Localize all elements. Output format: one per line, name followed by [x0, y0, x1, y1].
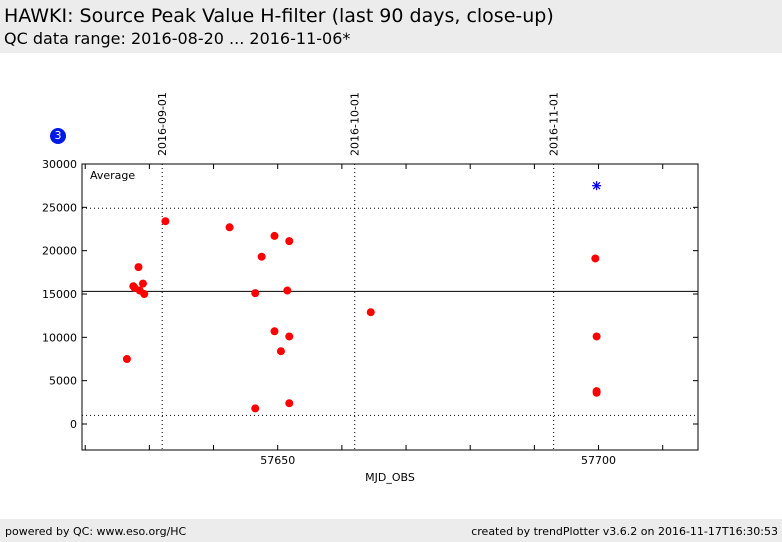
y-tick-label: 20000: [42, 245, 77, 258]
data-point: [592, 388, 601, 397]
y-tick-label: 0: [70, 418, 77, 431]
y-tick-label: 10000: [42, 331, 77, 344]
data-point: [592, 332, 601, 341]
data-point: [134, 263, 143, 272]
data-point: [591, 254, 600, 263]
date-marker-label: 2016-10-01: [349, 92, 362, 156]
data-point: [122, 355, 131, 363]
y-tick-label: 25000: [42, 201, 77, 214]
footer-created-by: created by trendPlotter v3.6.2 on 2016-1…: [471, 525, 778, 538]
qc-data-range: QC data range: 2016-08-20 ... 2016-11-06…: [4, 29, 351, 48]
date-marker-label: 2016-09-01: [156, 92, 169, 156]
data-point: [270, 327, 279, 336]
data-point: [276, 347, 285, 356]
data-point: [285, 237, 294, 246]
data-point: [283, 286, 292, 295]
y-tick-label: 15000: [42, 288, 77, 301]
data-point: [285, 332, 294, 341]
data-point: [270, 231, 279, 240]
plot-frame: [81, 163, 699, 451]
date-marker-label: 2016-11-01: [548, 92, 561, 156]
x-tick-label: 57650: [260, 454, 295, 467]
data-point: [138, 279, 147, 288]
data-point: [161, 217, 170, 226]
data-point: [251, 404, 260, 413]
data-point: [366, 308, 375, 317]
data-point: [140, 290, 149, 298]
data-point: [285, 399, 294, 408]
data-point-star: [592, 181, 602, 191]
footer-bar: powered by QC: www.eso.org/HC created by…: [0, 519, 782, 542]
average-legend-label: Average: [90, 169, 135, 182]
page-title: HAWKI: Source Peak Value H-filter (last …: [4, 5, 554, 27]
count-badge: 3: [50, 128, 66, 144]
data-point: [257, 252, 266, 261]
count-badge-label: 3: [50, 128, 66, 144]
data-point: [225, 223, 234, 232]
header-bar: HAWKI: Source Peak Value H-filter (last …: [0, 0, 782, 53]
y-tick-label: 30000: [42, 158, 77, 171]
x-axis-label: MJD_OBS: [365, 471, 415, 484]
footer-powered-by: powered by QC: www.eso.org/HC: [5, 525, 187, 538]
y-tick-label: 5000: [49, 375, 77, 388]
x-tick-label: 57700: [581, 454, 616, 467]
data-point: [251, 289, 260, 298]
